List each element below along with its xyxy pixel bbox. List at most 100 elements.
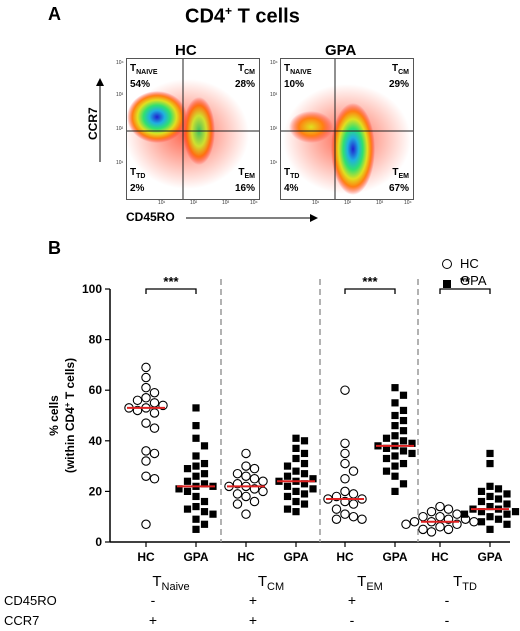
hc-point [141, 393, 151, 403]
gpa-point [175, 485, 183, 493]
hc-point [435, 511, 445, 522]
gpa-point [399, 437, 408, 445]
hc-point [141, 382, 151, 393]
gpa-point [382, 454, 391, 463]
hc-point [249, 496, 260, 507]
gpa-point [503, 520, 511, 528]
hc-point [241, 491, 251, 502]
hc-point [149, 398, 160, 408]
y-axis-title-line2: (within CD4+ T cells) [63, 358, 77, 473]
significance-label: *** [163, 274, 179, 289]
cd45ro-marker: + [348, 592, 356, 608]
flow-plot-gpa: TNAIVE 10% TCM 29% TTD 4% TEM 67% [280, 58, 414, 200]
gpa-point [209, 510, 217, 518]
gpa-point [192, 502, 200, 511]
cd45ro-marker: - [151, 592, 156, 608]
hc-point [141, 519, 151, 530]
hc-point [241, 448, 251, 459]
hc-x-tick: 10³ [222, 200, 230, 206]
gpa-point [391, 462, 399, 470]
gpa-point [309, 475, 317, 483]
hc-point [426, 506, 437, 517]
flow-density-gpa [281, 59, 413, 199]
hc-point [409, 517, 420, 527]
group-label-sub: EM [366, 581, 383, 593]
flow-density-hc [127, 59, 259, 199]
hc-point [340, 438, 350, 449]
hc-point [232, 499, 243, 509]
gpa-point [399, 391, 408, 399]
hc-point [141, 418, 151, 428]
ccr7-marker: + [149, 612, 157, 628]
y-tick-label: 60 [89, 383, 103, 397]
significance-label: ** [460, 274, 471, 289]
gpa-point [283, 462, 292, 470]
flow-x-axis-label: CD45RO [126, 210, 175, 224]
gpa-y-tick: 10³ [270, 92, 278, 98]
gpa-point [292, 444, 300, 452]
gpa-x-tick: 10⁴ [404, 200, 412, 206]
gpa-point [200, 497, 209, 506]
hc-y-tick: 10³ [116, 92, 124, 98]
gpa-point [192, 462, 200, 470]
hc-point [241, 471, 251, 481]
gpa-point [292, 434, 300, 442]
group-label-main: T [453, 573, 462, 590]
significance-bracket [439, 288, 491, 294]
y-tick-label: 0 [95, 535, 102, 549]
hc-x-tick: 10² [190, 200, 198, 206]
gpa-quadrant-naive: TNAIVE 10% [284, 63, 312, 90]
gpa-point [486, 492, 494, 501]
hc-point [418, 511, 428, 522]
hc-point [340, 385, 350, 395]
gpa-point [460, 510, 469, 518]
hc-point [348, 511, 359, 522]
hc-point [357, 514, 367, 524]
hc-point [149, 408, 160, 418]
gpa-point [200, 520, 209, 528]
gpa-point [200, 470, 209, 478]
significance-bracket [344, 288, 396, 294]
legend-hc-label: HC [460, 256, 479, 271]
gpa-point [300, 490, 309, 498]
gpa-point [300, 470, 309, 478]
gpa-point [192, 492, 200, 501]
hc-x-tick: 10¹ [158, 200, 166, 206]
significance-label: *** [362, 274, 378, 289]
gpa-point [309, 485, 317, 493]
gpa-point [382, 434, 391, 442]
panel-b-letter: B [48, 238, 61, 258]
gpa-point [408, 439, 416, 447]
hc-point [132, 395, 143, 406]
significance-bracket [145, 288, 197, 294]
hc-point [435, 522, 445, 532]
gpa-point [192, 472, 200, 480]
legend-gpa-marker [443, 280, 451, 288]
hc-point [331, 504, 342, 514]
x-tick-label: GPA [477, 550, 502, 564]
gpa-point [192, 525, 200, 533]
gpa-point [292, 497, 300, 506]
gpa-point [477, 518, 486, 526]
group-label-em: TEM [357, 573, 383, 593]
hc-point [249, 474, 260, 484]
group-label-sub: TD [462, 581, 477, 593]
legend-hc-marker [442, 259, 452, 269]
gpa-y-tick: 10⁴ [270, 60, 278, 66]
gpa-point [192, 422, 200, 430]
gpa-point [486, 482, 494, 490]
group-label-main: T [152, 573, 161, 590]
gpa-y-tick: 10² [270, 126, 278, 132]
gpa-point [399, 447, 408, 455]
hc-y-tick: 10¹ [116, 160, 124, 166]
gpa-point [183, 477, 192, 485]
gpa-point [391, 472, 399, 480]
x-tick-label: HC [336, 550, 354, 564]
hc-point [258, 476, 268, 487]
group-label-main: T [357, 573, 366, 590]
gpa-point [283, 482, 292, 490]
gpa-point [391, 411, 399, 420]
x-tick-label: HC [137, 550, 155, 564]
x-tick-label: GPA [183, 550, 208, 564]
